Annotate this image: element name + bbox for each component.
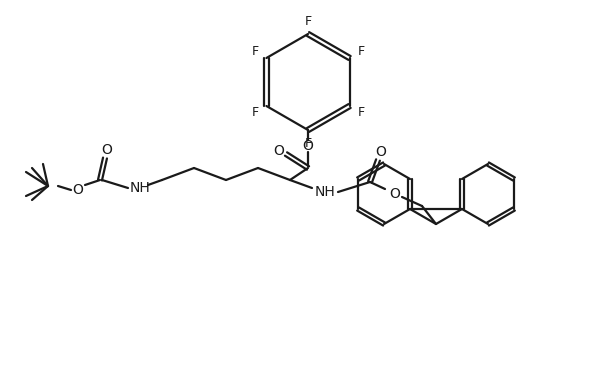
Text: O: O: [390, 187, 401, 201]
Text: NH: NH: [130, 181, 150, 195]
Text: F: F: [305, 137, 311, 149]
Text: O: O: [376, 145, 387, 159]
Text: O: O: [72, 183, 83, 197]
Text: F: F: [305, 14, 311, 27]
Text: O: O: [274, 144, 285, 158]
Text: NH: NH: [314, 185, 336, 199]
Text: F: F: [358, 45, 364, 58]
Text: O: O: [303, 139, 314, 153]
Text: F: F: [358, 106, 364, 119]
Text: F: F: [252, 45, 259, 58]
Text: O: O: [102, 143, 112, 157]
Text: F: F: [252, 106, 259, 119]
